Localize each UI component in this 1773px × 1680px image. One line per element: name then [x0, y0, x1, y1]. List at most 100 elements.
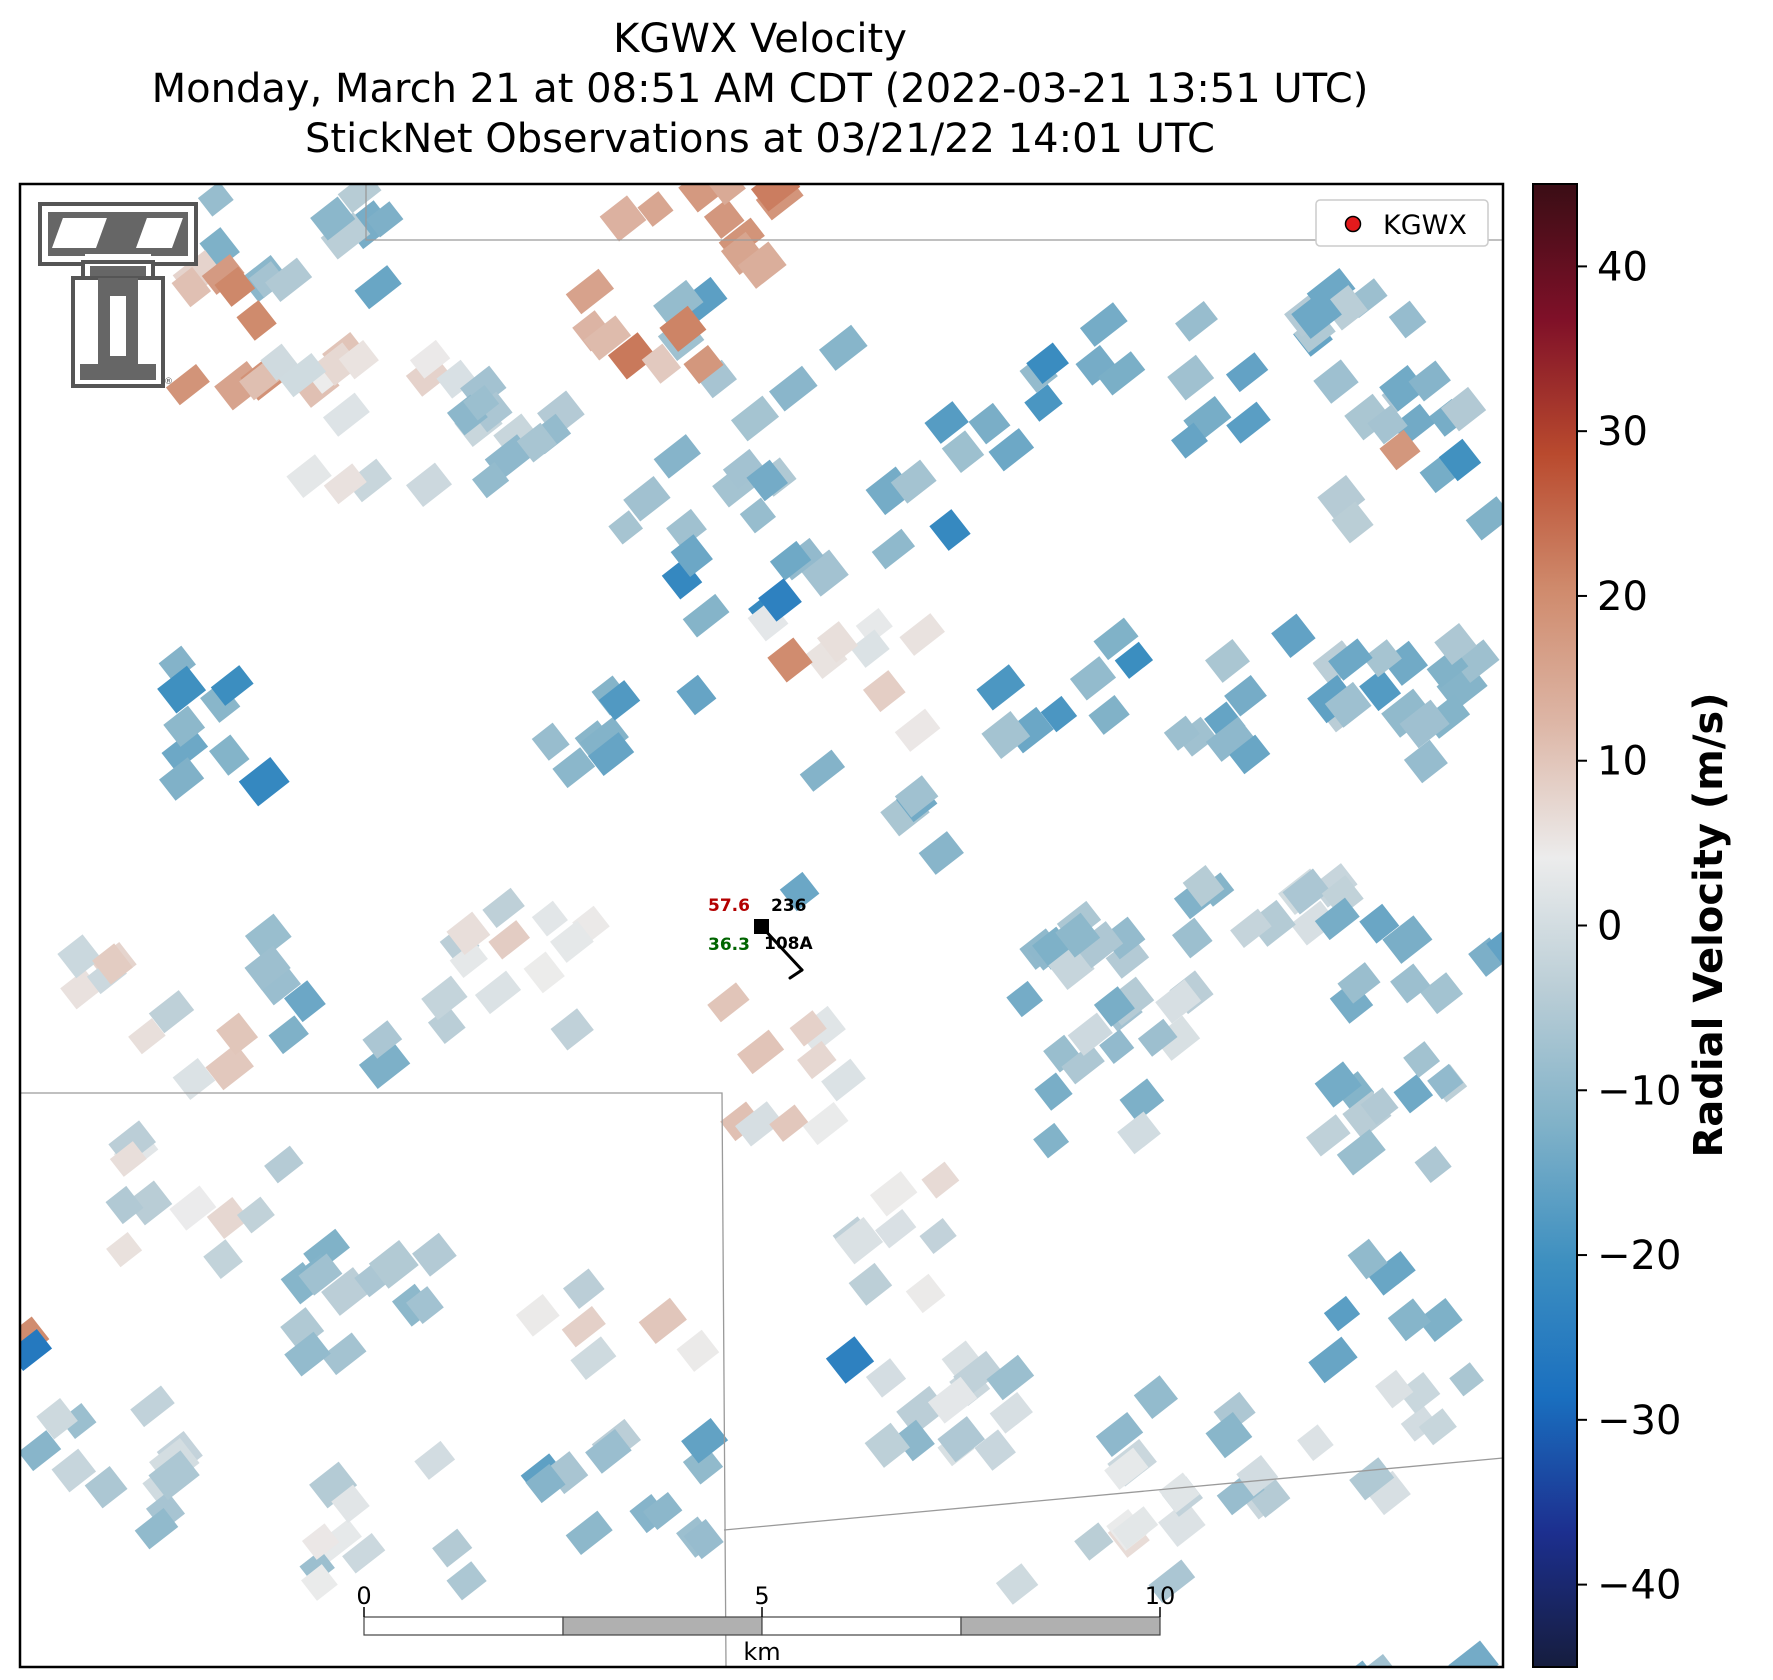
velocity-bin: [280, 1307, 325, 1351]
velocity-bin: [238, 756, 290, 807]
velocity-bin: [1088, 694, 1130, 735]
velocity-bin: [1379, 429, 1421, 471]
velocity-bin: [801, 549, 849, 597]
velocity-bin: [720, 231, 765, 275]
velocity-bin: [278, 352, 327, 398]
velocity-bin: [769, 1104, 809, 1142]
velocity-bin: [703, 198, 745, 239]
velocity-bin: [432, 1528, 473, 1568]
velocity-bin: [918, 831, 964, 875]
velocity-bin: [1388, 300, 1427, 339]
velocity-bin: [161, 727, 209, 772]
velocity-bin: [1117, 1111, 1161, 1155]
velocity-bin: [1382, 915, 1433, 964]
county-boundaries: [20, 184, 1504, 1668]
velocity-bin: [1308, 1336, 1358, 1384]
legend-label: KGWX: [1383, 210, 1467, 241]
velocity-bin: [362, 1020, 403, 1059]
velocity-bin: [209, 734, 250, 776]
velocity-bin: [1034, 1072, 1073, 1111]
velocity-bin: [1163, 715, 1200, 751]
velocity-bin: [1344, 393, 1392, 441]
velocity-bin: [894, 708, 941, 752]
velocity-bin: [1095, 1411, 1144, 1458]
velocity-bin: [1438, 438, 1482, 482]
velocity-bin: [769, 365, 818, 412]
velocity-bin: [1061, 1043, 1105, 1085]
velocity-bin: [937, 1416, 985, 1463]
velocity-bin: [1324, 681, 1372, 728]
velocity-bin: [769, 540, 812, 581]
velocity-bin: [1336, 1129, 1386, 1176]
velocity-bin: [1360, 1087, 1399, 1126]
velocity-bin: [309, 1461, 358, 1509]
velocity-bin: [565, 1510, 613, 1555]
velocity-bin: [1114, 641, 1154, 679]
velocity-bin: [894, 775, 939, 818]
velocity-bin: [105, 1185, 144, 1225]
velocity-bin: [1033, 1122, 1070, 1159]
velocity-bin: [20, 1430, 62, 1472]
velocity-bin: [1359, 668, 1402, 712]
velocity-bin: [707, 982, 750, 1023]
scale-segment-1: [363, 1616, 564, 1636]
velocity-bin: [321, 1332, 367, 1376]
velocity-bin: [864, 1422, 910, 1468]
velocity-bin: [1465, 496, 1503, 541]
velocity-bin: [730, 395, 780, 442]
velocity-bin: [1205, 638, 1250, 683]
velocity-bin: [338, 340, 379, 380]
velocity-bin: [128, 1018, 166, 1055]
velocity-bin: [1171, 422, 1208, 459]
velocity-bin: [365, 201, 404, 238]
velocity-bin: [1225, 352, 1269, 393]
velocity-bin: [1155, 979, 1202, 1024]
velocity-bin: [1468, 937, 1503, 977]
velocity-bin: [157, 665, 207, 714]
velocity-bin: [1375, 1369, 1414, 1409]
velocity-bin: [683, 344, 724, 385]
velocity-bin: [683, 1519, 724, 1560]
velocity-bin: [488, 920, 531, 960]
velocity-bin: [449, 941, 488, 979]
velocity-bin: [1328, 638, 1373, 681]
velocity-bin: [561, 1305, 606, 1348]
velocity-bin: [1337, 962, 1381, 1004]
velocity-bin: [720, 1101, 762, 1142]
velocity-bin: [1290, 900, 1337, 946]
scale-segment-3: [761, 1616, 962, 1636]
velocity-bin: [197, 184, 234, 217]
velocity-bin: [1205, 716, 1254, 762]
colorbar-tick-label: 30: [1597, 409, 1648, 455]
velocity-bin: [214, 266, 256, 307]
velocity-bin: [1486, 927, 1503, 963]
velocity-bin: [301, 1523, 340, 1560]
texas-tech-logo: ®: [38, 202, 198, 388]
velocity-bin: [681, 1418, 729, 1464]
velocity-bin: [552, 747, 596, 789]
velocity-bin: [929, 509, 971, 551]
velocity-bin: [1454, 639, 1500, 683]
velocity-bin: [1314, 1061, 1362, 1108]
colorbar-tick-label: 10: [1597, 739, 1648, 785]
colorbar-ticks: 40 30 20 10 0 −10 −20 −30 −40: [1577, 244, 1681, 1609]
velocity-bin: [57, 934, 102, 979]
velocity-bin: [301, 1564, 338, 1601]
velocity-bin: [1229, 734, 1271, 775]
velocity-bin: [163, 705, 206, 747]
velocity-bin: [446, 911, 491, 955]
velocity-bin: [890, 459, 937, 504]
velocity-bin: [284, 1331, 331, 1377]
velocity-bin: [1153, 1015, 1201, 1061]
velocity-bin: [264, 1145, 304, 1184]
velocity-bin: [875, 1209, 917, 1249]
velocity-bin: [1317, 474, 1366, 523]
velocity-bin: [323, 463, 367, 505]
velocity-bin: [1323, 1295, 1361, 1332]
velocity-bin: [666, 508, 707, 549]
velocity-bin: [1282, 868, 1331, 915]
velocity-bin: [1448, 1640, 1499, 1667]
velocity-bin: [463, 384, 500, 421]
velocity-bin: [659, 305, 707, 352]
svg-text:®: ®: [164, 377, 173, 387]
